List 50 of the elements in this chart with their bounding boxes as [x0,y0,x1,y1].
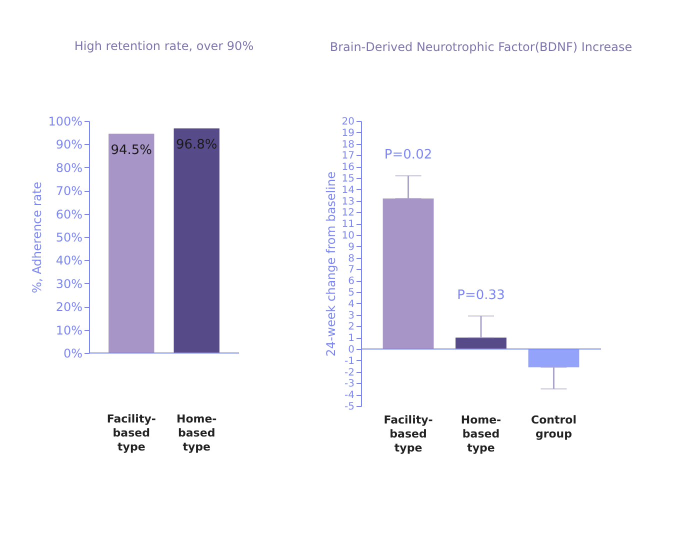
y-tick-label: 10 [342,230,354,242]
x-tick-label: Facility-based type [106,412,156,454]
chart-title: High retention rate, over 90% [74,39,254,53]
y-tick-label: 2 [348,322,354,333]
x-tick-label: Control group [530,414,576,440]
x-tick-label: Home-based type [460,414,502,454]
y-tick-label: 14 [342,184,354,196]
y-tick-label: 90% [56,138,82,152]
data-label: 96.8% [176,137,218,152]
y-tick-label: 15 [342,174,354,184]
y-tick-label: 9 [348,242,354,253]
y-tick-label: 1 [348,333,354,344]
y-tick-label: 0 [348,344,354,356]
y-tick-label: 18 [342,139,354,150]
annotation: P=0.33 [457,288,505,303]
y-tick-label: 60% [56,207,82,222]
y-tick-label: -1 [344,356,354,367]
y-tick-label: 13 [342,196,354,208]
y-tick-label: 50% [56,230,82,244]
y-tick-label: 8 [348,253,354,264]
y-tick-label: 30% [56,276,82,291]
y-tick-label: -5 [344,402,354,412]
y-tick-label: -4 [344,390,354,402]
y-tick-label: 10% [56,323,82,338]
chart-title: Brain-Derived Neurotrophic Factor(BDNF) Increase [330,40,632,54]
y-tick-label: 3 [348,310,354,322]
y-tick-label: 0% [63,346,82,360]
y-tick-label: 7 [348,264,354,276]
y-tick-label: 100% [48,114,82,128]
y-tick-label: 17 [342,150,354,162]
y-tick-label: 19 [342,128,354,139]
y-tick-label: -2 [344,367,354,378]
y-tick-label: 20% [56,300,82,314]
y-tick-label: 80% [56,160,82,175]
data-label: 94.5% [110,142,152,158]
y-tick-label: 5 [348,288,354,298]
y-tick-label: 70% [56,184,82,198]
y-tick-label: 12 [342,208,354,219]
y-tick-label: 4 [348,298,354,310]
y-tick-label: -3 [344,378,354,390]
annotation: P=0.02 [384,148,432,163]
y-tick-label: 6 [348,276,354,288]
y-axis-title: 24-week change from baseline [324,172,338,356]
x-tick-label: Facility-based type [384,414,433,454]
y-tick-label: 40% [56,254,82,268]
y-axis-title: %, Adherence rate [30,182,44,294]
y-tick-label: 16 [342,162,354,174]
y-tick-label: 11 [342,219,354,230]
x-tick-label: Home-based type [176,412,217,454]
y-tick-label: 20 [342,116,354,128]
